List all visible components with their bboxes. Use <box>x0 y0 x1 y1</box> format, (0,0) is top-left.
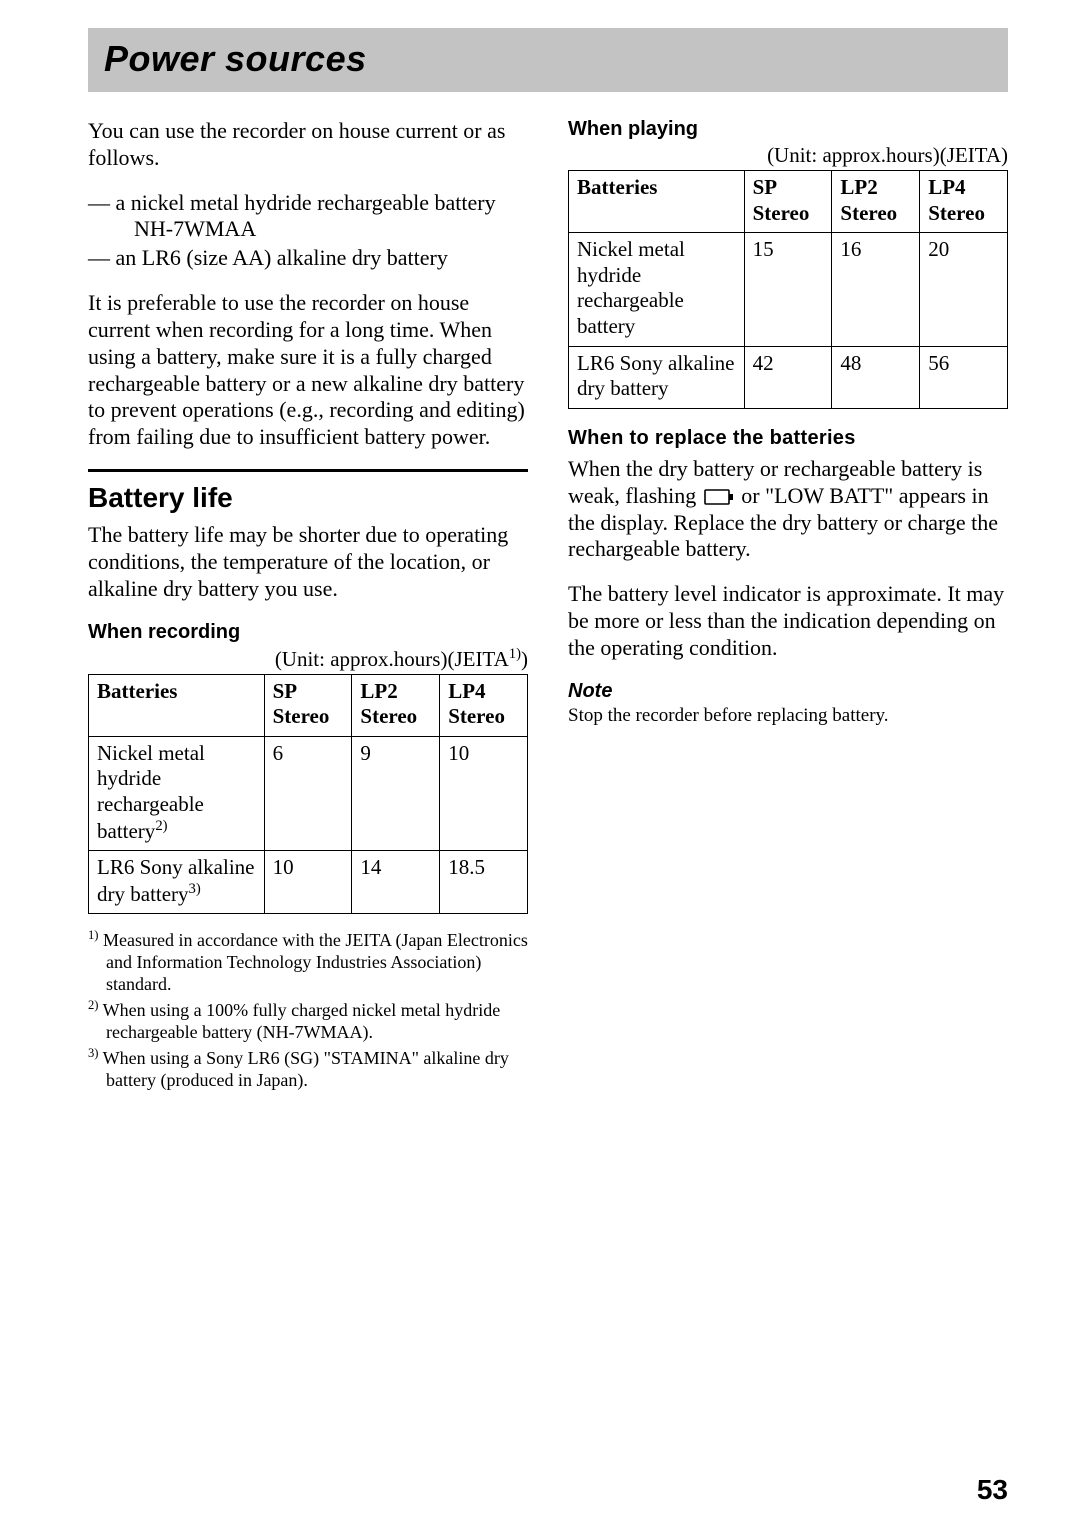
cell-value: 10 <box>264 851 352 914</box>
two-column-layout: You can use the recorder on house curren… <box>88 118 1008 1094</box>
when-playing-heading: When playing <box>568 118 1008 141</box>
list-item: an LR6 (size AA) alkaline dry battery <box>88 245 528 272</box>
header-text: Stereo <box>448 704 505 728</box>
footnote-text: When using a 100% fully charged nickel m… <box>99 1000 501 1042</box>
caption-sup: 1) <box>509 646 521 662</box>
chapter-title-bar: Power sources <box>88 28 1008 92</box>
sup: 2) <box>88 998 99 1012</box>
intro-paragraph: You can use the recorder on house curren… <box>88 118 528 172</box>
header-lp4: LP4 Stereo <box>440 674 528 736</box>
header-lp2: LP2 Stereo <box>832 171 920 233</box>
header-batteries: Batteries <box>569 171 745 233</box>
cell-value: 6 <box>264 736 352 850</box>
battery-life-heading: Battery life <box>88 482 528 514</box>
footnote-text: When using a Sony LR6 (SG) "STAMINA" alk… <box>99 1048 509 1090</box>
header-sp: SP Stereo <box>744 171 832 233</box>
table-row: LR6 Sony alkaline dry battery 42 48 56 <box>569 346 1008 408</box>
usage-paragraph: It is preferable to use the recorder on … <box>88 290 528 451</box>
page-number: 53 <box>977 1474 1008 1506</box>
header-text: Stereo <box>753 201 810 225</box>
cell-value: 20 <box>920 233 1008 346</box>
section-divider <box>88 469 528 472</box>
header-batteries: Batteries <box>89 674 265 736</box>
caption-text: (Unit: approx.hours)(JEITA <box>275 647 509 671</box>
cell-battery-name: LR6 Sony alkaline dry battery3) <box>89 851 265 914</box>
replace-paragraph-1: When the dry battery or rechargeable bat… <box>568 456 1008 563</box>
cell-value: 15 <box>744 233 832 346</box>
note-label: Note <box>568 680 1008 703</box>
replace-batteries-heading: When to replace the batteries <box>568 427 1008 450</box>
chapter-title: Power sources <box>104 38 367 79</box>
table-header-row: Batteries SP Stereo LP2 Stereo LP4 Stere… <box>89 674 528 736</box>
footnote-1: 1) Measured in accordance with the JEITA… <box>88 928 528 996</box>
cell-battery-name: Nickel metal hydride rechargeable batter… <box>569 233 745 346</box>
header-text: SP <box>273 679 298 703</box>
header-text: Stereo <box>840 201 897 225</box>
manual-page: Power sources You can use the recorder o… <box>0 0 1080 1534</box>
right-column: When playing (Unit: approx.hours)(JEITA)… <box>568 118 1008 1094</box>
header-sp: SP Stereo <box>264 674 352 736</box>
header-text: LP4 <box>448 679 485 703</box>
cell-value: 10 <box>440 736 528 850</box>
footnotes: 1) Measured in accordance with the JEITA… <box>88 928 528 1092</box>
cell-value: 16 <box>832 233 920 346</box>
header-text: Stereo <box>273 704 330 728</box>
cell-sup: 3) <box>189 881 201 897</box>
cell-battery-name: LR6 Sony alkaline dry battery <box>569 346 745 408</box>
playing-battery-table: Batteries SP Stereo LP2 Stereo LP4 Stere… <box>568 170 1008 409</box>
header-text: LP4 <box>928 175 965 199</box>
table-row: LR6 Sony alkaline dry battery3) 10 14 18… <box>89 851 528 914</box>
cell-value: 18.5 <box>440 851 528 914</box>
cell-value: 48 <box>832 346 920 408</box>
cell-value: 9 <box>352 736 440 850</box>
table-row: Nickel metal hydride rechargeable batter… <box>89 736 528 850</box>
table-unit-caption: (Unit: approx.hours)(JEITA1)) <box>88 646 528 672</box>
cell-value: 14 <box>352 851 440 914</box>
header-text: Stereo <box>928 201 985 225</box>
battery-life-paragraph: The battery life may be shorter due to o… <box>88 522 528 602</box>
replace-paragraph-2: The battery level indicator is approxima… <box>568 581 1008 661</box>
cell-value: 42 <box>744 346 832 408</box>
table-row: Nickel metal hydride rechargeable batter… <box>569 233 1008 346</box>
footnote-3: 3) When using a Sony LR6 (SG) "STAMINA" … <box>88 1046 528 1092</box>
when-recording-heading: When recording <box>88 621 528 644</box>
header-lp2: LP2 Stereo <box>352 674 440 736</box>
note-text: Stop the recorder before replacing batte… <box>568 705 1008 728</box>
header-text: LP2 <box>360 679 397 703</box>
caption-text-post: ) <box>521 647 528 671</box>
cell-sup: 2) <box>155 818 167 834</box>
table-unit-caption: (Unit: approx.hours)(JEITA) <box>568 143 1008 168</box>
header-text: Stereo <box>360 704 417 728</box>
battery-options-list: a nickel metal hydride rechargeable batt… <box>88 190 528 272</box>
cell-text: Nickel metal hydride rechargeable batter… <box>97 741 205 843</box>
cell-battery-name: Nickel metal hydride rechargeable batter… <box>89 736 265 850</box>
sup: 3) <box>88 1046 99 1060</box>
header-text: SP <box>753 175 778 199</box>
table-header-row: Batteries SP Stereo LP2 Stereo LP4 Stere… <box>569 171 1008 233</box>
header-text: LP2 <box>840 175 877 199</box>
cell-text: LR6 Sony alkaline dry battery <box>97 855 254 906</box>
header-lp4: LP4 Stereo <box>920 171 1008 233</box>
battery-icon <box>704 489 734 505</box>
footnote-2: 2) When using a 100% fully charged nicke… <box>88 998 528 1044</box>
footnote-text: Measured in accordance with the JEITA (J… <box>99 930 528 994</box>
list-item: a nickel metal hydride rechargeable batt… <box>88 190 528 244</box>
sup: 1) <box>88 928 99 942</box>
cell-value: 56 <box>920 346 1008 408</box>
left-column: You can use the recorder on house curren… <box>88 118 528 1094</box>
recording-battery-table: Batteries SP Stereo LP2 Stereo LP4 Stere… <box>88 674 528 915</box>
